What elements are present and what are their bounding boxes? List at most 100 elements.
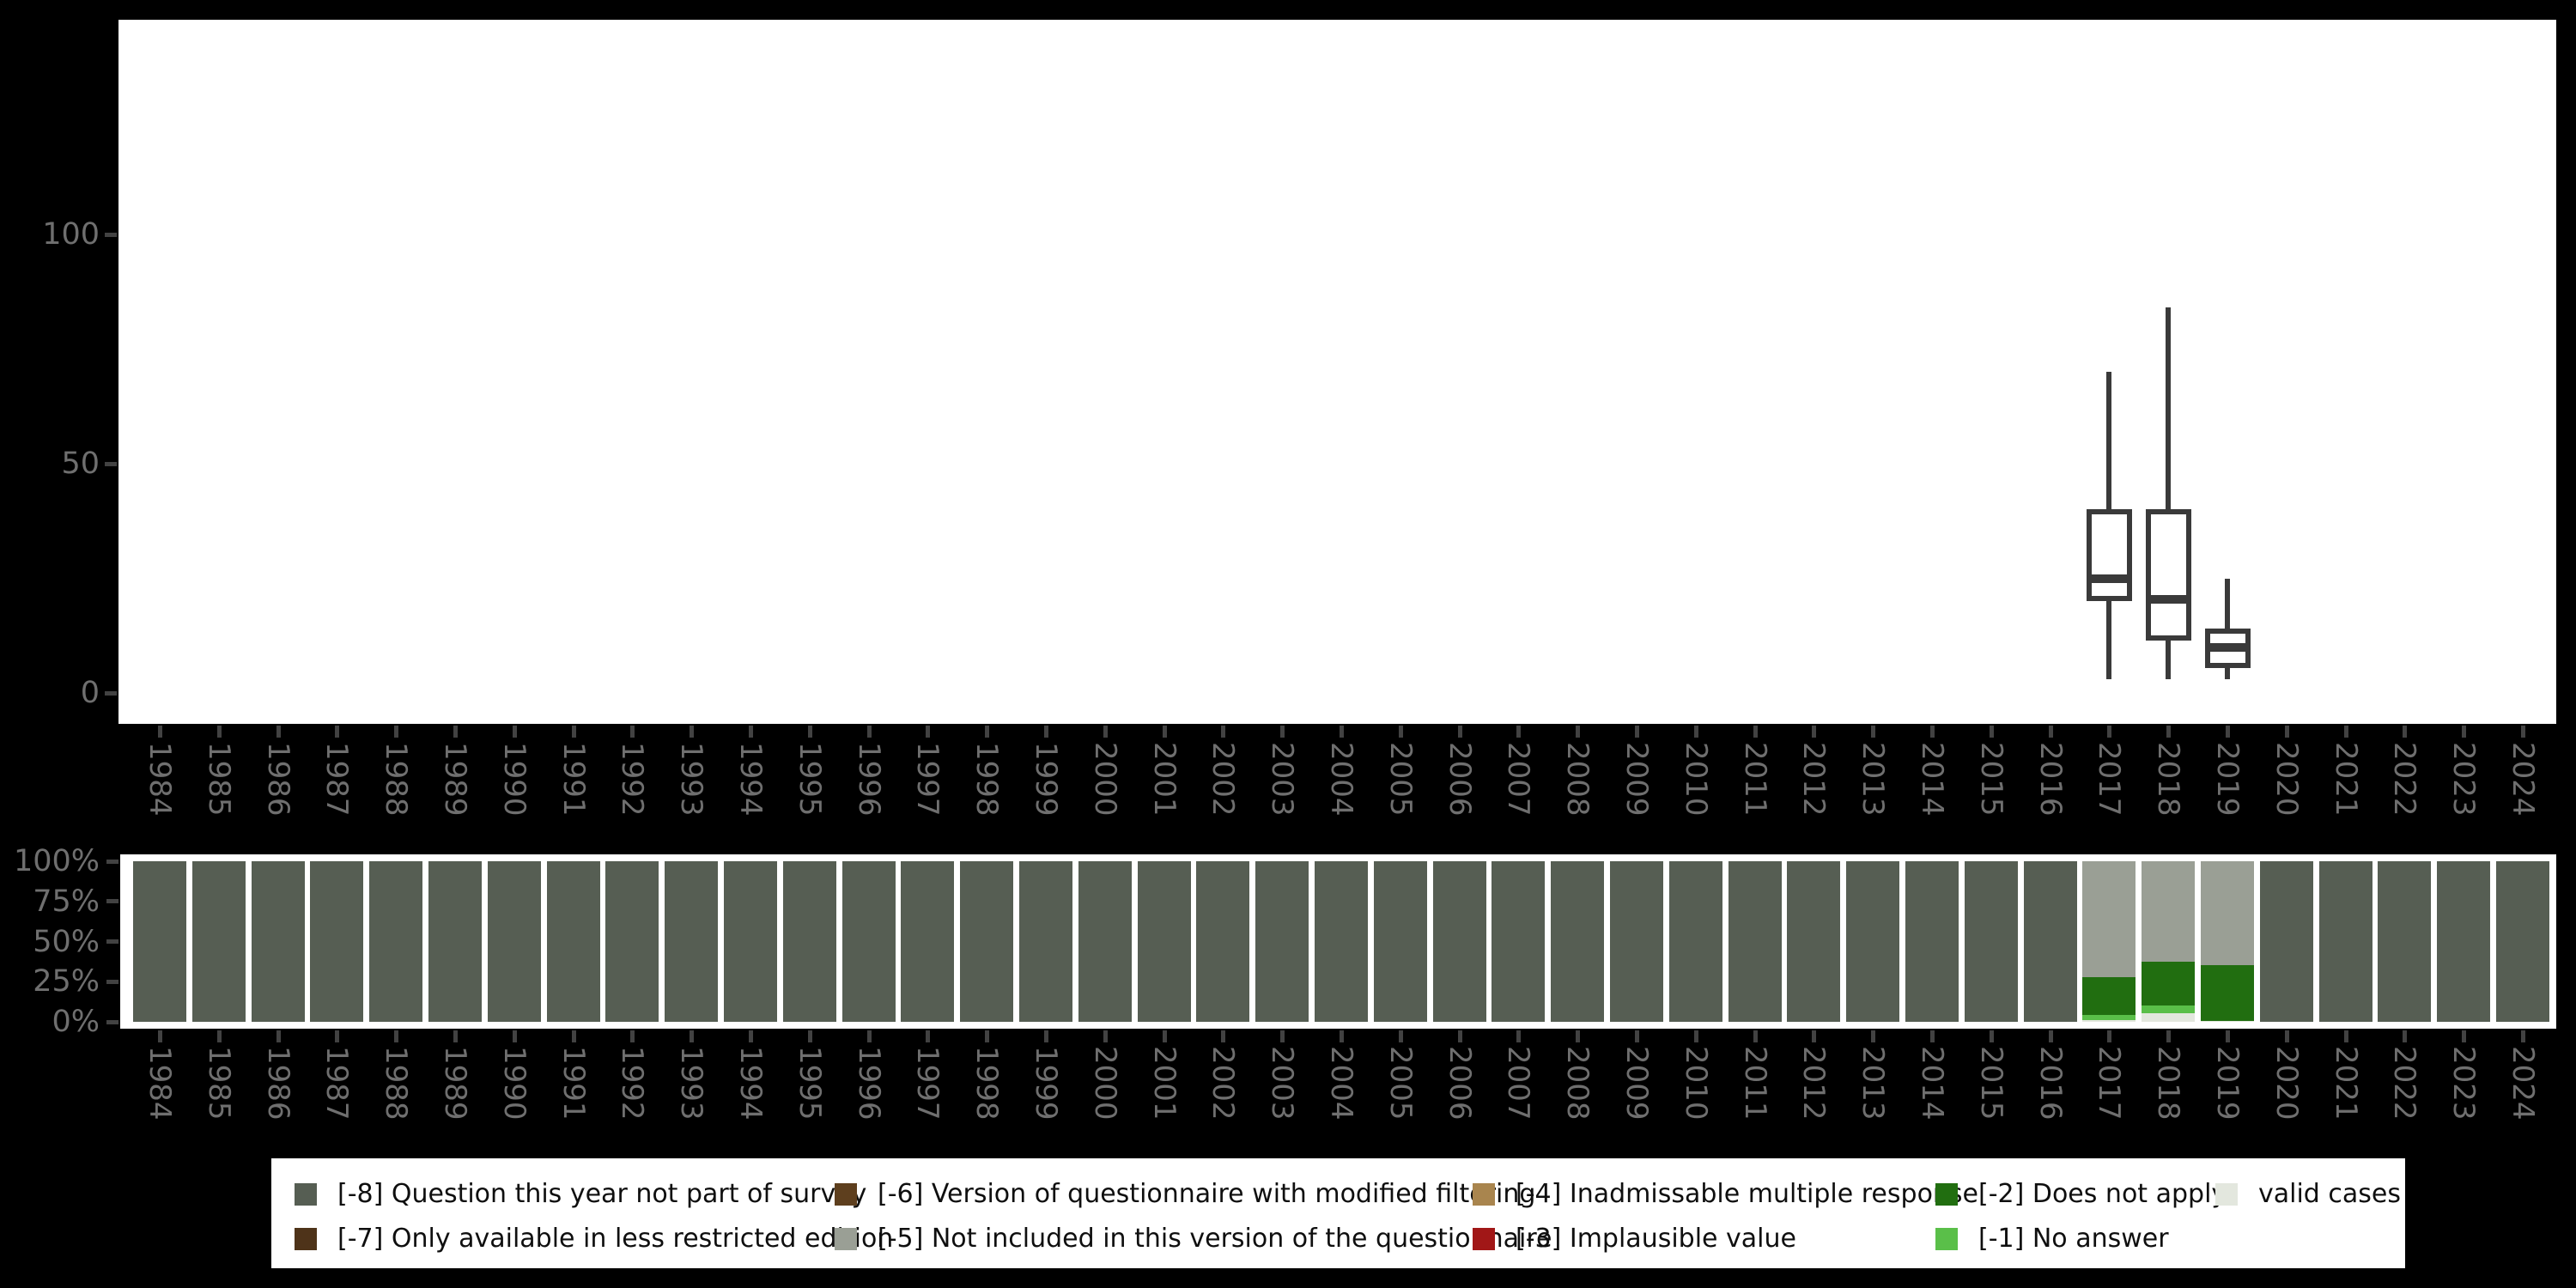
- boxplot-2018-whisker: [2166, 307, 2172, 679]
- legend-item--2: [-2] Does not apply: [1935, 1182, 2227, 1207]
- x-tick-1995: [807, 1030, 812, 1042]
- x-tick-2015: [1989, 726, 1994, 738]
- x-tick-2023: [2462, 1030, 2467, 1042]
- x-tick-1989: [453, 726, 458, 738]
- x-label-1992: 1992: [615, 742, 650, 817]
- x-label-2002: 2002: [1206, 1046, 1241, 1121]
- legend-label--4: [-4] Inadmissable multiple response: [1516, 1179, 1979, 1209]
- legend-swatch--4: [1473, 1183, 1495, 1206]
- bar-2024-segment--8: [2496, 861, 2549, 1022]
- x-label-2010: 2010: [1678, 742, 1713, 817]
- x-tick-2008: [1576, 726, 1581, 738]
- bar-1984-segment--8: [133, 861, 186, 1022]
- boxplot-2017-box: [2086, 509, 2132, 602]
- bar-2022-segment--8: [2378, 861, 2432, 1022]
- x-tick-1985: [216, 726, 222, 738]
- x-label-2011: 2011: [1737, 1046, 1772, 1121]
- x-tick-1988: [394, 1030, 399, 1042]
- x-label-1987: 1987: [319, 742, 355, 817]
- boxplot-y-tick-50: [105, 461, 117, 466]
- x-label-1998: 1998: [969, 1046, 1005, 1121]
- legend-swatch--5: [835, 1228, 857, 1250]
- x-tick-2013: [1871, 726, 1876, 738]
- legend-swatch--1: [1935, 1228, 1958, 1250]
- stacked-bar-panel: [120, 854, 2556, 1029]
- x-tick-1994: [749, 726, 753, 738]
- x-label-2000: 2000: [1087, 1046, 1122, 1121]
- x-tick-1993: [690, 1030, 695, 1042]
- x-tick-2024: [2521, 1030, 2525, 1042]
- boxplot-y-label-50: 50: [61, 447, 100, 481]
- x-label-1987: 1987: [319, 1046, 355, 1121]
- x-tick-2019: [2226, 726, 2230, 738]
- x-tick-1999: [1044, 1030, 1048, 1042]
- x-tick-2001: [1162, 1030, 1167, 1042]
- legend-label--8: [-8] Question this year not part of surv…: [337, 1179, 867, 1209]
- bar-2002-segment--8: [1196, 861, 1250, 1022]
- legend: [-8] Question this year not part of surv…: [271, 1158, 2405, 1268]
- x-label-2020: 2020: [2269, 1046, 2304, 1121]
- x-label-1997: 1997: [910, 1046, 945, 1121]
- x-label-1994: 1994: [733, 1046, 768, 1121]
- x-label-1995: 1995: [792, 742, 827, 817]
- x-tick-1991: [571, 726, 576, 738]
- legend-swatch--2: [1935, 1183, 1958, 1206]
- x-label-2005: 2005: [1382, 742, 1418, 817]
- legend-item-valid: valid cases: [2215, 1182, 2401, 1207]
- x-tick-2007: [1516, 1030, 1522, 1042]
- x-tick-1999: [1044, 726, 1048, 738]
- legend-item--4: [-4] Inadmissable multiple response: [1473, 1179, 1979, 1209]
- x-label-2003: 2003: [1265, 742, 1300, 817]
- x-tick-2014: [1930, 1030, 1935, 1042]
- bar-y-tick-100: [106, 859, 118, 864]
- x-label-1995: 1995: [792, 1046, 827, 1121]
- x-label-1999: 1999: [1029, 742, 1063, 817]
- x-tick-2012: [1812, 726, 1817, 738]
- x-tick-2019: [2226, 1030, 2230, 1042]
- x-label-2007: 2007: [1501, 1046, 1536, 1121]
- bar-2014-segment--8: [1905, 861, 1959, 1022]
- legend-label--5: [-5] Not included in this version of the…: [878, 1224, 1552, 1254]
- x-label-2022: 2022: [2387, 1046, 2422, 1121]
- x-label-2017: 2017: [2092, 1046, 2127, 1121]
- x-label-2018: 2018: [2151, 742, 2186, 817]
- x-label-1993: 1993: [674, 742, 709, 817]
- x-label-2000: 2000: [1087, 742, 1122, 817]
- boxplot-2018-median: [2145, 594, 2191, 604]
- x-tick-1986: [276, 726, 281, 738]
- legend-swatch-valid: [2215, 1183, 2238, 1206]
- bar-1988-segment--8: [369, 861, 423, 1022]
- x-tick-2009: [1635, 726, 1639, 738]
- x-tick-2005: [1398, 1030, 1403, 1042]
- x-tick-2021: [2343, 726, 2348, 738]
- x-label-1989: 1989: [438, 742, 472, 817]
- x-tick-2009: [1635, 1030, 1639, 1042]
- x-tick-2015: [1989, 1030, 1994, 1042]
- bar-2023-segment--8: [2437, 861, 2491, 1022]
- bar-1992-segment--8: [605, 861, 659, 1022]
- x-tick-1987: [335, 726, 340, 738]
- x-tick-1998: [985, 1030, 990, 1042]
- bar-2019-segment--2: [2201, 964, 2254, 1022]
- x-tick-2022: [2403, 726, 2408, 738]
- x-label-1993: 1993: [674, 1046, 709, 1121]
- x-tick-1996: [866, 1030, 872, 1042]
- bar-1995-segment--8: [782, 861, 836, 1022]
- x-label-1989: 1989: [438, 1046, 472, 1121]
- x-label-2006: 2006: [1442, 1046, 1477, 1121]
- x-label-2007: 2007: [1501, 742, 1536, 817]
- x-tick-1984: [158, 1030, 162, 1042]
- x-label-2006: 2006: [1442, 742, 1477, 817]
- x-label-2016: 2016: [2032, 742, 2068, 817]
- bar-2021-segment--8: [2318, 861, 2372, 1022]
- x-label-1990: 1990: [496, 742, 532, 817]
- x-tick-2002: [1221, 726, 1226, 738]
- bar-1991-segment--8: [546, 861, 600, 1022]
- bar-1989-segment--8: [428, 861, 482, 1022]
- bar-2011-segment--8: [1728, 861, 1782, 1022]
- boxplot-panel: [118, 20, 2556, 724]
- bar-2005-segment--8: [1373, 861, 1427, 1022]
- bar-2018-segment--1: [2142, 1005, 2196, 1013]
- bar-2009-segment--8: [1610, 861, 1663, 1022]
